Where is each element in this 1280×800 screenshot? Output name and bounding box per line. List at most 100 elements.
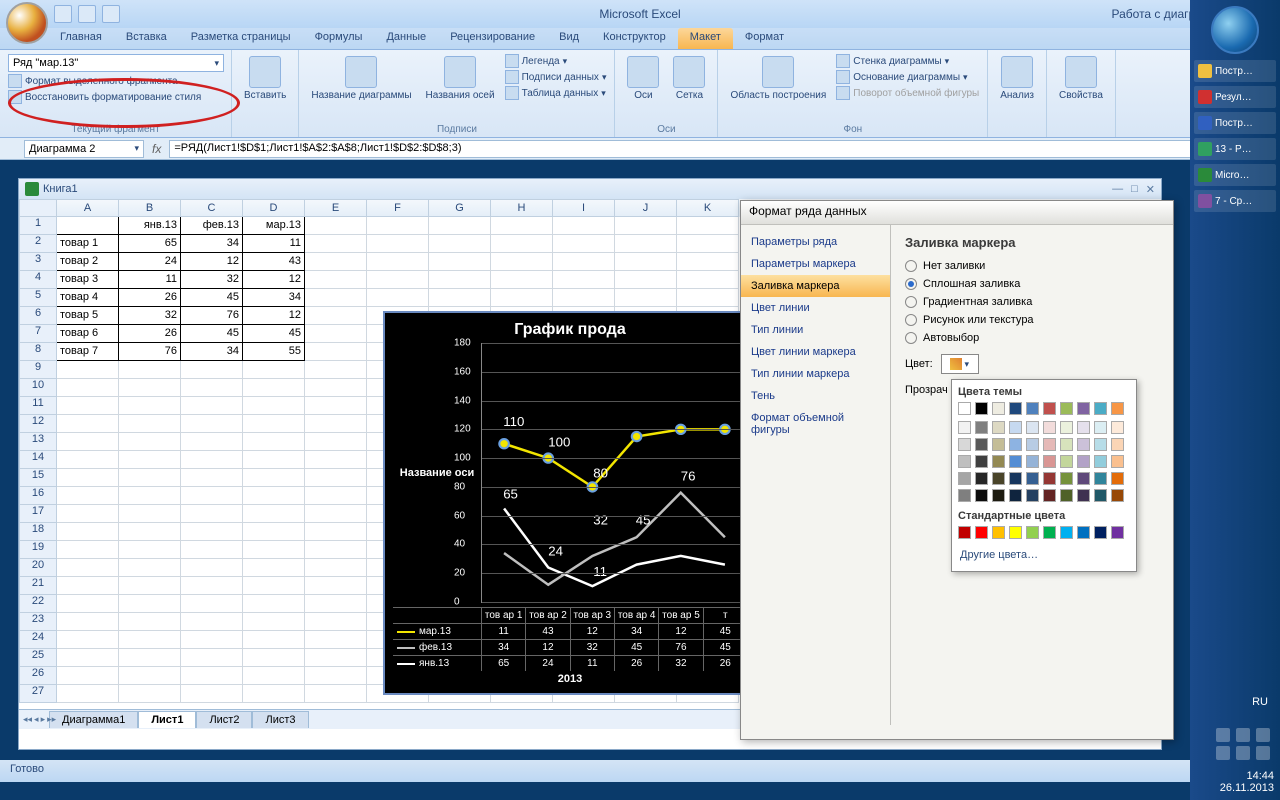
cell[interactable]: [677, 217, 739, 235]
cell[interactable]: [305, 577, 367, 595]
color-swatch[interactable]: [1009, 421, 1022, 434]
chart-floor-button[interactable]: Основание диаграммы▾: [836, 70, 979, 84]
cell[interactable]: [243, 559, 305, 577]
color-swatch[interactable]: [1077, 526, 1090, 539]
cell[interactable]: [181, 469, 243, 487]
row-header[interactable]: 1: [19, 217, 57, 235]
insert-button[interactable]: Вставить: [240, 54, 290, 103]
cell[interactable]: [57, 577, 119, 595]
cell[interactable]: [181, 451, 243, 469]
color-swatch[interactable]: [992, 421, 1005, 434]
dialog-nav-item[interactable]: Формат объемной фигуры: [741, 407, 890, 441]
cell[interactable]: [305, 307, 367, 325]
fill-option-radio[interactable]: Нет заливки: [905, 260, 1159, 272]
cell[interactable]: товар 4: [57, 289, 119, 307]
cell[interactable]: [57, 667, 119, 685]
cell[interactable]: [181, 397, 243, 415]
color-swatch[interactable]: [1060, 472, 1073, 485]
color-swatch[interactable]: [975, 438, 988, 451]
sheet-nav[interactable]: ◂◂◂▸▸▸: [23, 714, 56, 725]
chart-title-button[interactable]: Название диаграммы: [307, 54, 415, 103]
cell[interactable]: [677, 289, 739, 307]
cell[interactable]: [57, 415, 119, 433]
cell[interactable]: товар 2: [57, 253, 119, 271]
plot-area[interactable]: 11010080653245762411 0204060801001201401…: [481, 343, 747, 603]
cell[interactable]: [615, 235, 677, 253]
color-swatch[interactable]: [1094, 472, 1107, 485]
dialog-nav-item[interactable]: Параметры ряда: [741, 231, 890, 253]
cell[interactable]: [57, 469, 119, 487]
color-swatch[interactable]: [958, 438, 971, 451]
col-header[interactable]: I: [553, 199, 615, 217]
row-header[interactable]: 19: [19, 541, 57, 559]
color-swatch[interactable]: [1060, 489, 1073, 502]
tab-Вставка[interactable]: Вставка: [114, 28, 179, 49]
col-header[interactable]: H: [491, 199, 553, 217]
color-swatch[interactable]: [1026, 526, 1039, 539]
cell[interactable]: [181, 505, 243, 523]
cell[interactable]: 76: [119, 343, 181, 361]
col-header[interactable]: F: [367, 199, 429, 217]
cell[interactable]: [491, 235, 553, 253]
tab-Формат[interactable]: Формат: [733, 28, 796, 49]
color-swatch[interactable]: [1111, 438, 1124, 451]
chart-wall-button[interactable]: Стенка диаграммы▾: [836, 54, 979, 68]
row-header[interactable]: 13: [19, 433, 57, 451]
cell[interactable]: [119, 379, 181, 397]
cell[interactable]: [243, 577, 305, 595]
cell[interactable]: [57, 613, 119, 631]
axes-button[interactable]: Оси: [623, 54, 663, 103]
row-header[interactable]: 23: [19, 613, 57, 631]
cell[interactable]: [57, 505, 119, 523]
cell[interactable]: [243, 379, 305, 397]
data-table-button[interactable]: Таблица данных▾: [505, 86, 607, 100]
cell[interactable]: 45: [243, 325, 305, 343]
row-header[interactable]: 22: [19, 595, 57, 613]
color-swatch[interactable]: [1060, 526, 1073, 539]
cell[interactable]: [305, 505, 367, 523]
tray-icon[interactable]: [1256, 728, 1270, 742]
color-swatch[interactable]: [1026, 455, 1039, 468]
dialog-nav-item[interactable]: Цвет линии: [741, 297, 890, 319]
dialog-nav-item[interactable]: Тип линии маркера: [741, 363, 890, 385]
cell[interactable]: [181, 523, 243, 541]
embedded-chart[interactable]: График прода Название оси 11010080653245…: [383, 311, 757, 695]
cell[interactable]: товар 1: [57, 235, 119, 253]
col-header[interactable]: B: [119, 199, 181, 217]
color-swatch[interactable]: [958, 489, 971, 502]
cell[interactable]: [367, 271, 429, 289]
cell[interactable]: [429, 235, 491, 253]
qat-undo-icon[interactable]: [78, 5, 96, 23]
dialog-nav-item[interactable]: Тень: [741, 385, 890, 407]
color-swatch[interactable]: [975, 489, 988, 502]
cell[interactable]: [57, 541, 119, 559]
axis-titles-button[interactable]: Названия осей: [422, 54, 499, 103]
cell[interactable]: [243, 631, 305, 649]
tray-icon[interactable]: [1236, 746, 1250, 760]
color-swatch[interactable]: [958, 526, 971, 539]
cell[interactable]: [181, 649, 243, 667]
cell[interactable]: [243, 451, 305, 469]
cell[interactable]: [119, 613, 181, 631]
cell[interactable]: [305, 631, 367, 649]
cell[interactable]: [243, 613, 305, 631]
cell[interactable]: [119, 433, 181, 451]
start-button[interactable]: [1211, 6, 1259, 54]
color-swatch[interactable]: [1111, 489, 1124, 502]
language-indicator[interactable]: RU: [1252, 696, 1268, 708]
color-swatch[interactable]: [1043, 455, 1056, 468]
cell[interactable]: [181, 577, 243, 595]
cell[interactable]: [367, 289, 429, 307]
row-header[interactable]: 14: [19, 451, 57, 469]
cell[interactable]: [305, 217, 367, 235]
color-swatch[interactable]: [1094, 421, 1107, 434]
color-swatch[interactable]: [1111, 402, 1124, 415]
cell[interactable]: [119, 361, 181, 379]
tray-icon[interactable]: [1216, 746, 1230, 760]
row-header[interactable]: 11: [19, 397, 57, 415]
tab-Конструктор[interactable]: Конструктор: [591, 28, 678, 49]
cell[interactable]: [553, 235, 615, 253]
col-header[interactable]: C: [181, 199, 243, 217]
cell[interactable]: [243, 595, 305, 613]
row-header[interactable]: 17: [19, 505, 57, 523]
